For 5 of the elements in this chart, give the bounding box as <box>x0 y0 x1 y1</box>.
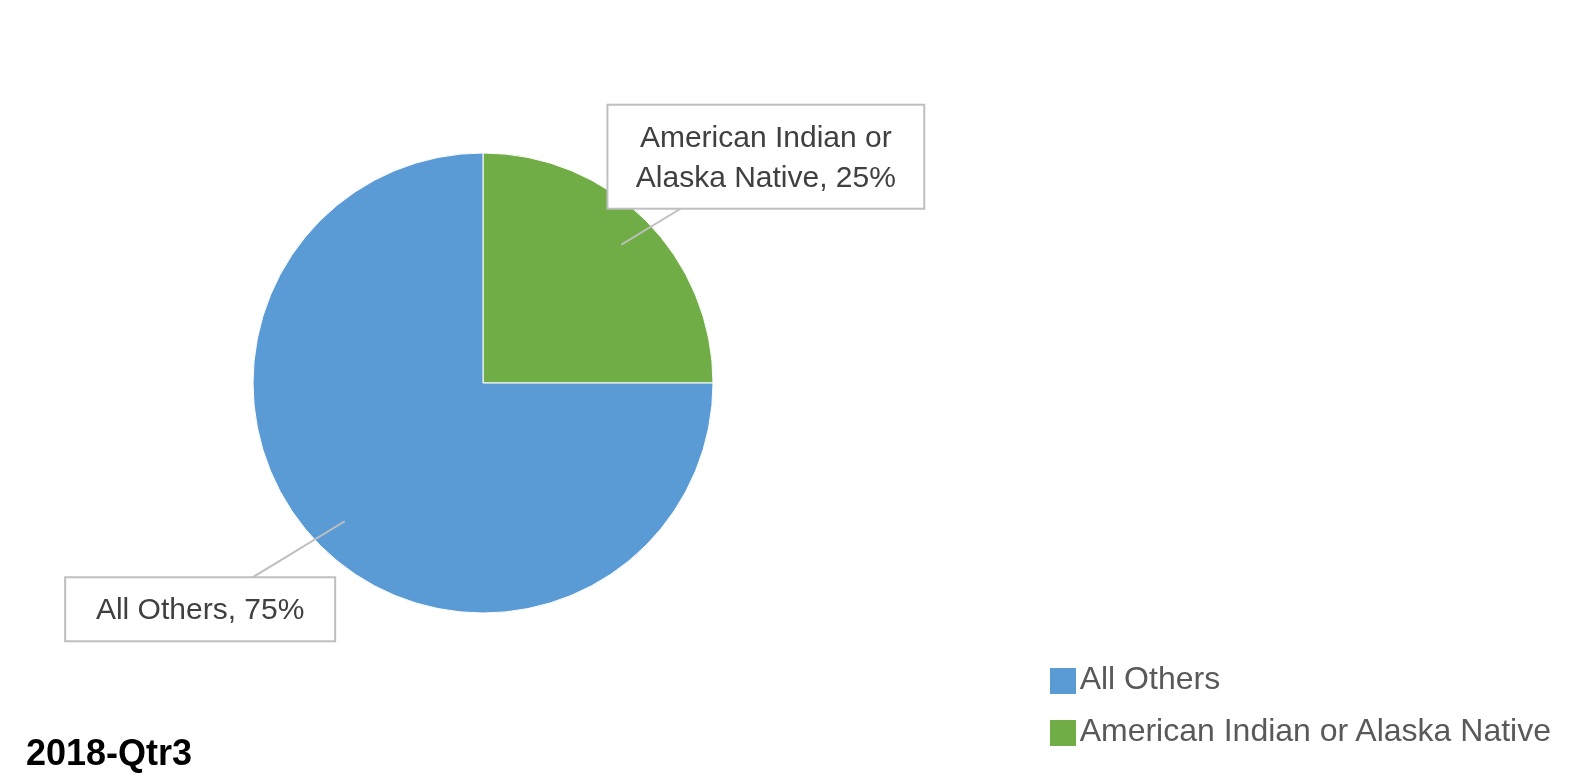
text: 2018-Qtr3 <box>26 732 193 774</box>
legend-label: American Indian or Alaska Native <box>1079 712 1551 748</box>
data-label: All Others, 75% <box>95 592 305 626</box>
legend-label: All Others <box>1079 660 1221 696</box>
data-label: American Indian or Alaska Native, 25% <box>635 119 896 193</box>
